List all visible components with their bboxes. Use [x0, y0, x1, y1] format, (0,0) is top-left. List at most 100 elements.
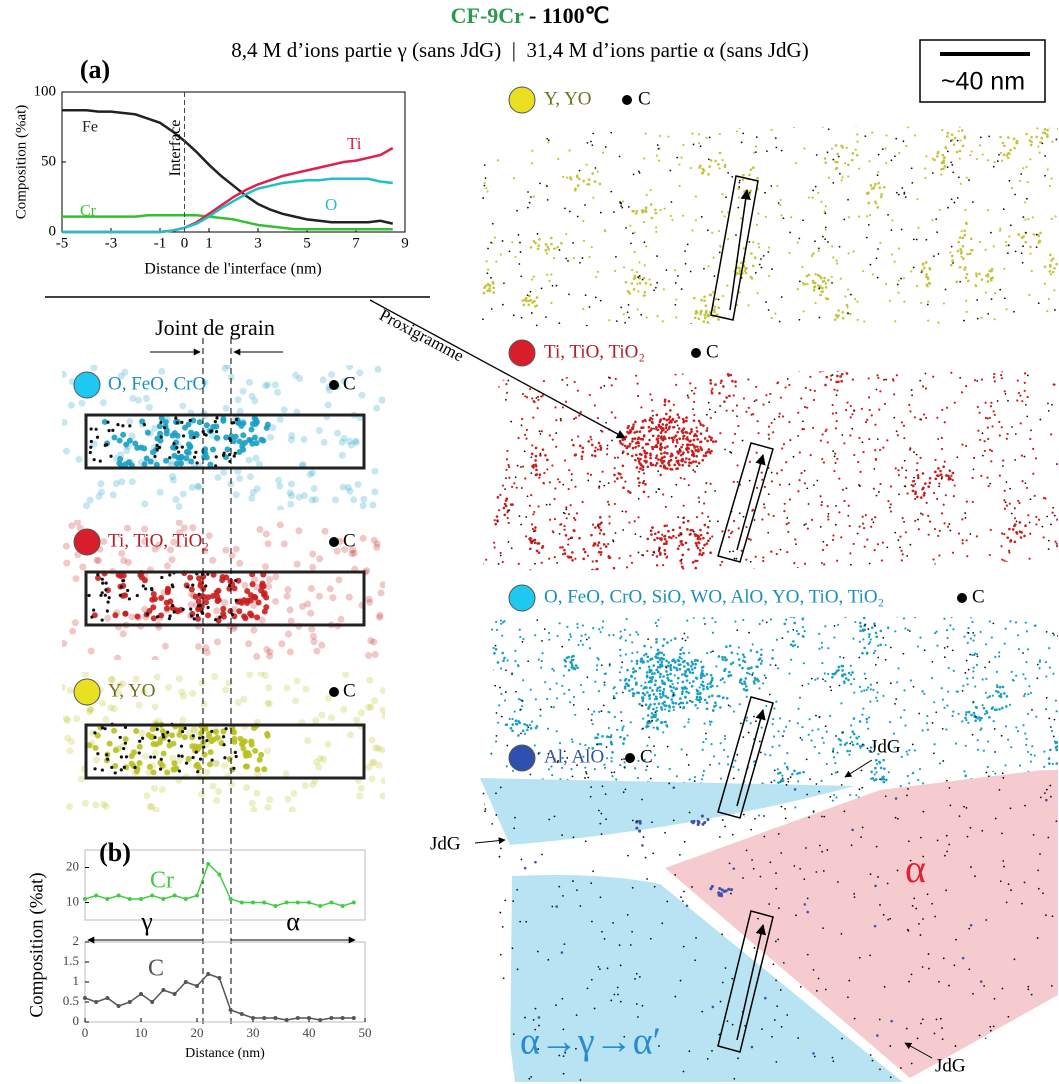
atom — [876, 691, 879, 694]
carbon-atom — [1024, 482, 1027, 485]
carbon-atom — [749, 560, 752, 563]
atom — [820, 503, 823, 507]
carbon-atom — [521, 699, 524, 702]
atom — [532, 275, 535, 278]
atom — [563, 548, 566, 552]
atom — [734, 380, 737, 384]
carbon-atom — [987, 312, 990, 315]
atom — [963, 136, 967, 140]
carbon-atom — [767, 493, 770, 496]
carbon-atom — [981, 432, 984, 435]
atom — [943, 706, 946, 709]
atom — [889, 510, 893, 513]
atom — [609, 741, 613, 745]
atom — [134, 613, 141, 620]
atom — [682, 521, 685, 524]
atom — [748, 173, 751, 177]
atom — [749, 722, 752, 725]
atom — [669, 663, 673, 667]
atom — [488, 289, 492, 293]
atom — [523, 433, 527, 436]
atom — [958, 265, 962, 269]
atom — [660, 429, 664, 433]
carbon-atom — [586, 141, 589, 144]
atom — [145, 403, 153, 411]
atom — [645, 671, 649, 674]
atom — [591, 560, 594, 563]
carbon-atom — [799, 736, 802, 739]
atom — [224, 446, 231, 453]
carbon-atom — [603, 681, 606, 684]
atom — [221, 365, 229, 372]
atom — [348, 550, 356, 558]
carbon-atom — [703, 267, 705, 270]
atom — [126, 418, 134, 426]
atom — [731, 441, 735, 444]
atom — [695, 454, 698, 458]
atom — [488, 681, 491, 684]
atom — [924, 167, 927, 170]
atom — [599, 630, 602, 634]
atom — [1054, 215, 1057, 218]
atom — [67, 401, 75, 409]
carbon-atom — [499, 554, 502, 557]
atom — [688, 328, 691, 330]
atom — [859, 746, 862, 749]
atom — [651, 689, 654, 692]
atom — [593, 768, 596, 771]
atom — [189, 524, 197, 532]
atom — [194, 615, 201, 622]
atom — [966, 641, 969, 644]
atom — [845, 372, 849, 375]
carbon-atom — [589, 128, 592, 131]
atom — [309, 632, 317, 640]
atom — [619, 654, 622, 657]
atom — [861, 651, 864, 655]
atom — [677, 452, 680, 455]
atom — [858, 720, 862, 723]
atom — [694, 460, 698, 464]
atom — [948, 469, 952, 472]
atom — [662, 637, 666, 641]
atom — [725, 696, 729, 700]
atom — [925, 273, 928, 276]
atom — [979, 630, 982, 634]
atom — [756, 176, 759, 180]
atom — [575, 512, 579, 515]
atom — [755, 451, 758, 454]
atom — [98, 488, 106, 496]
carbon-atom — [822, 540, 825, 543]
atom — [1023, 372, 1027, 375]
carbon-atom — [786, 517, 789, 519]
carbon-atom — [684, 250, 686, 253]
carbon-atom — [1007, 244, 1010, 247]
atom — [996, 685, 999, 689]
atom — [695, 689, 699, 693]
atom — [629, 428, 632, 432]
atom — [995, 126, 998, 127]
atom — [300, 435, 308, 443]
atom — [821, 290, 824, 293]
atom — [488, 521, 491, 525]
atom — [696, 659, 699, 662]
atom — [762, 559, 765, 563]
atom — [1013, 517, 1017, 520]
atom — [999, 692, 1003, 696]
carbon-atom — [982, 454, 984, 457]
atom — [634, 212, 638, 215]
carbon-atom — [603, 384, 606, 387]
atom — [713, 371, 717, 372]
atom — [820, 500, 823, 504]
carbon-atom — [993, 728, 996, 730]
atom — [598, 532, 601, 535]
atom — [887, 771, 890, 774]
atom — [239, 387, 247, 395]
atom — [817, 249, 820, 253]
atom — [640, 453, 643, 456]
atom — [482, 666, 483, 670]
atom — [841, 488, 845, 491]
atom — [880, 193, 883, 196]
atom — [921, 690, 924, 693]
atom — [692, 419, 696, 422]
atom — [707, 173, 710, 176]
